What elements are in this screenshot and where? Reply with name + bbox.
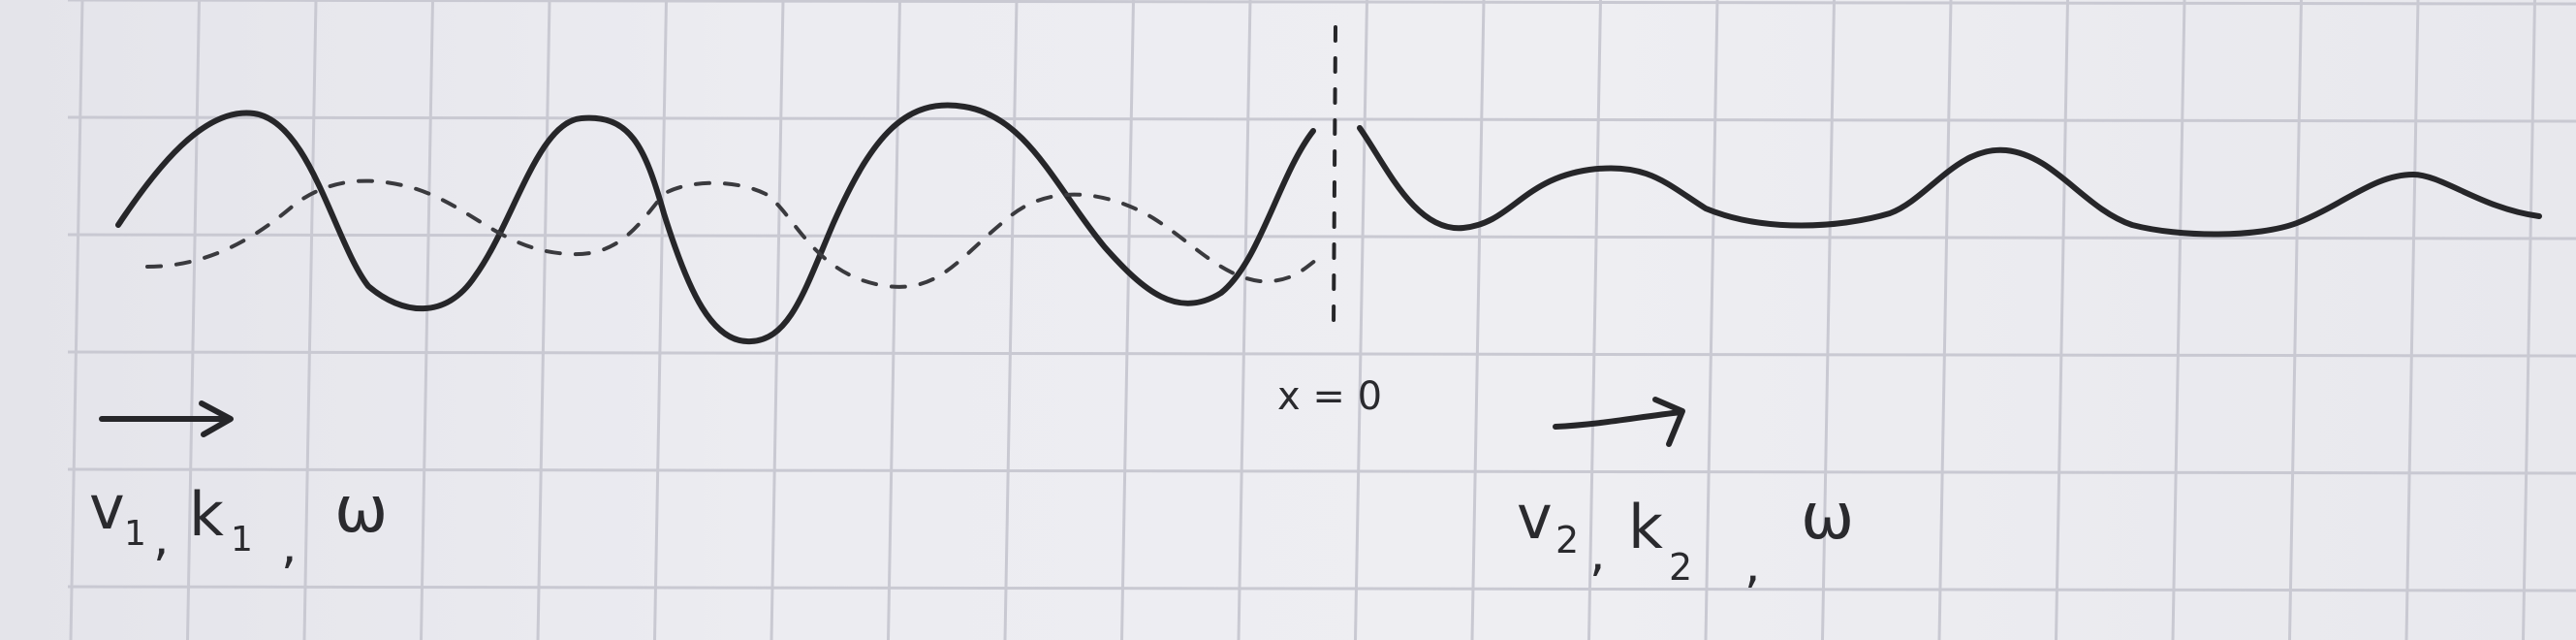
grid-line-vertical <box>2055 0 2069 640</box>
grid-line-vertical <box>1354 0 1368 640</box>
separator-comma: , <box>281 517 298 575</box>
grid-line-horizontal <box>67 585 2576 592</box>
grid-line-vertical <box>887 0 901 640</box>
incident-wave-curve <box>115 102 1316 345</box>
separator-comma: , <box>1744 536 1761 594</box>
grid-line-vertical <box>1237 0 1252 640</box>
grid-line-horizontal <box>67 467 2576 475</box>
boundary-label: x = 0 <box>1277 374 1382 419</box>
grid-line-horizontal <box>67 0 2576 6</box>
medium1-frequency: ω <box>334 472 388 547</box>
medium2-wavenumber-subscript: 2 <box>1669 546 1692 589</box>
grid-line-vertical <box>1937 0 1953 640</box>
medium2-frequency: ω <box>1801 479 1854 554</box>
grid-line-vertical <box>653 0 668 640</box>
separator-comma: , <box>1589 525 1606 583</box>
grid-line-vertical <box>2171 0 2186 640</box>
grid-line-vertical <box>2522 0 2536 640</box>
graph-paper-grid <box>67 0 2576 640</box>
medium1-velocity: v <box>89 472 125 543</box>
separator-comma: , <box>153 509 170 567</box>
medium2-parameters: v 2 , k 2 , ω <box>1517 479 1854 594</box>
arrow-right-icon <box>1553 397 1685 447</box>
grid-line-vertical <box>2288 0 2303 640</box>
medium1-velocity-subscript: 1 <box>124 514 146 554</box>
medium2-velocity: v <box>1517 482 1553 553</box>
transmitted-wave-curve <box>1357 125 2542 238</box>
medium1-wavenumber: k <box>189 479 224 550</box>
medium1-parameters: v 1 , k 1 , ω <box>89 472 388 575</box>
reflected-wave-curve <box>145 178 1328 289</box>
grid-line-horizontal <box>67 115 2576 123</box>
medium1-wavenumber-subscript: 1 <box>231 520 253 560</box>
grid-line-vertical <box>186 0 201 640</box>
grid-line-vertical <box>69 0 84 640</box>
boundary-line <box>1332 25 1337 332</box>
grid-line-vertical <box>420 0 434 640</box>
grid-line-horizontal <box>67 350 2576 358</box>
medium2-wavenumber: k <box>1628 492 1663 562</box>
grid-line-vertical <box>770 0 785 640</box>
grid-line-vertical <box>1120 0 1135 640</box>
grid-line-vertical <box>302 0 318 640</box>
grid-line-vertical <box>1003 0 1019 640</box>
grid-line-vertical <box>1470 0 1486 640</box>
grid-line-vertical <box>1704 0 1719 640</box>
grid-line-horizontal <box>67 233 2576 240</box>
grid-line-vertical <box>1587 0 1602 640</box>
grid-line-vertical <box>1821 0 1836 640</box>
medium2-velocity-subscript: 2 <box>1555 519 1579 561</box>
grid-line-vertical <box>536 0 551 640</box>
grid-line-vertical <box>2404 0 2420 640</box>
arrow-right-icon <box>99 400 234 437</box>
